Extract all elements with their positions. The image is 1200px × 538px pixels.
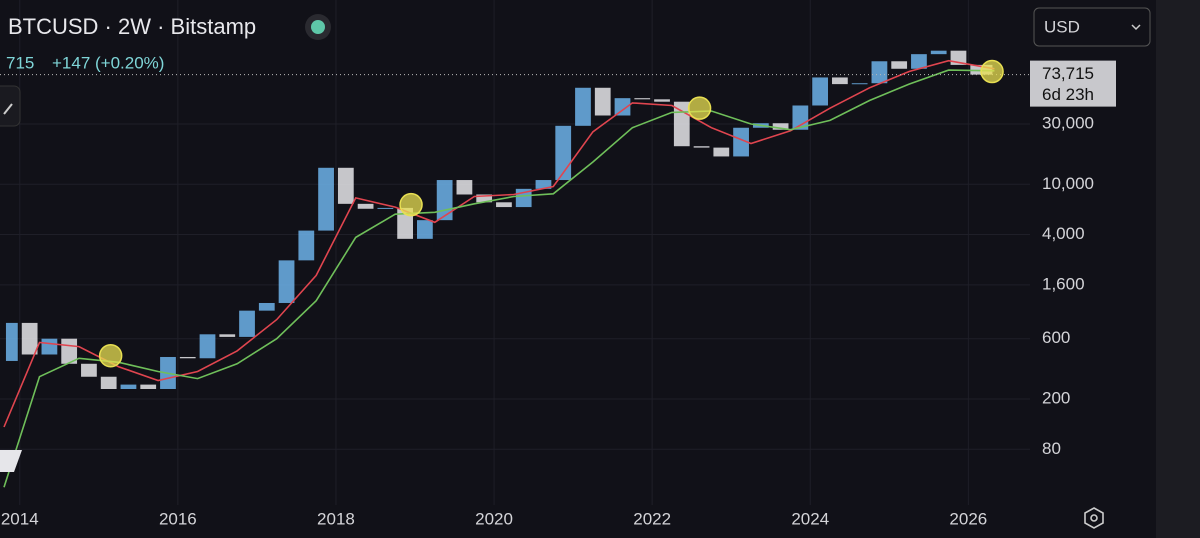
candle-body (318, 167, 334, 231)
candle-body (100, 376, 117, 389)
candle-body (871, 61, 888, 84)
y-tick-label: 200 (1042, 388, 1070, 407)
candle-body (594, 87, 611, 116)
status-dot (311, 20, 325, 34)
candle-body (120, 384, 137, 389)
logo (0, 450, 22, 472)
candle-body (140, 384, 157, 389)
candle-body (772, 123, 789, 130)
cross-marker (980, 59, 1004, 84)
x-tick-label: 2018 (317, 509, 355, 528)
change: +147 (52, 53, 90, 72)
candle-body (179, 356, 196, 359)
candle-body (535, 180, 552, 189)
y-tick-label: 30,000 (1042, 113, 1094, 132)
x-tick-label: 2022 (633, 509, 671, 528)
button-icon (3, 103, 13, 115)
moving-average (3, 69, 995, 488)
candle-body (41, 338, 58, 355)
candle-body (21, 322, 38, 355)
side-panel (1156, 0, 1200, 538)
y-tick-label: 1,600 (1042, 274, 1085, 293)
cross-marker (687, 96, 712, 120)
y-tick-label: 600 (1042, 328, 1070, 347)
candle-body (496, 202, 512, 208)
candle-body (219, 334, 236, 337)
candle-body (575, 87, 591, 126)
dropdown-arrow (1131, 24, 1141, 31)
candle-body (634, 98, 651, 100)
settings-icon[interactable] (1084, 507, 1104, 529)
x-tick-label: 2016 (159, 509, 197, 528)
candle-body (337, 167, 354, 204)
candle-body (851, 83, 868, 85)
candle-body (456, 180, 473, 195)
last-price-label: 73,715 (1042, 64, 1094, 83)
candle-body (81, 363, 97, 377)
candle-body (298, 230, 315, 261)
settings-icon-center (1090, 514, 1098, 522)
candle-body (258, 302, 275, 311)
candle-body (377, 207, 394, 209)
grid (0, 0, 1030, 505)
candle-body (713, 147, 730, 157)
candle-body (911, 54, 927, 69)
candle-body (417, 220, 433, 239)
candle-body (654, 99, 670, 102)
candle-body (239, 310, 255, 337)
candle-body (812, 77, 829, 106)
x-tick-label: 2026 (949, 509, 987, 528)
candle-body (476, 194, 493, 203)
y-tick-label: 10,000 (1042, 174, 1094, 193)
y-tick-label: 80 (1042, 439, 1061, 458)
candle-body (832, 77, 848, 85)
cross-marker (98, 343, 123, 368)
candle-body (693, 146, 710, 148)
candle-body (733, 127, 749, 157)
candle-body (436, 180, 453, 221)
currency: USD (1044, 17, 1080, 36)
symbol: BTCUSD · 2W · Bitstamp (8, 14, 256, 39)
x-tick-label: 2024 (791, 509, 829, 528)
candle-body (199, 334, 216, 359)
candle-body (930, 50, 947, 55)
candle-body (278, 260, 295, 303)
change-pct: (+0.20%) (95, 53, 164, 72)
x-tick-label: 2014 (1, 509, 39, 528)
plot (0, 50, 1030, 488)
countdown-label: 6d 23h (1042, 85, 1094, 104)
cross-marker (399, 192, 423, 217)
y-tick-label: 4,000 (1042, 224, 1085, 243)
candle-body (5, 322, 18, 361)
candle-body (357, 203, 374, 209)
moving-average (3, 59, 995, 428)
candle-body (614, 98, 631, 116)
price: 715 (6, 53, 34, 72)
last-price-box (1030, 60, 1116, 107)
candle-body (891, 61, 908, 69)
currency-select[interactable] (1033, 7, 1151, 47)
x-tick-label: 2020 (475, 509, 513, 528)
